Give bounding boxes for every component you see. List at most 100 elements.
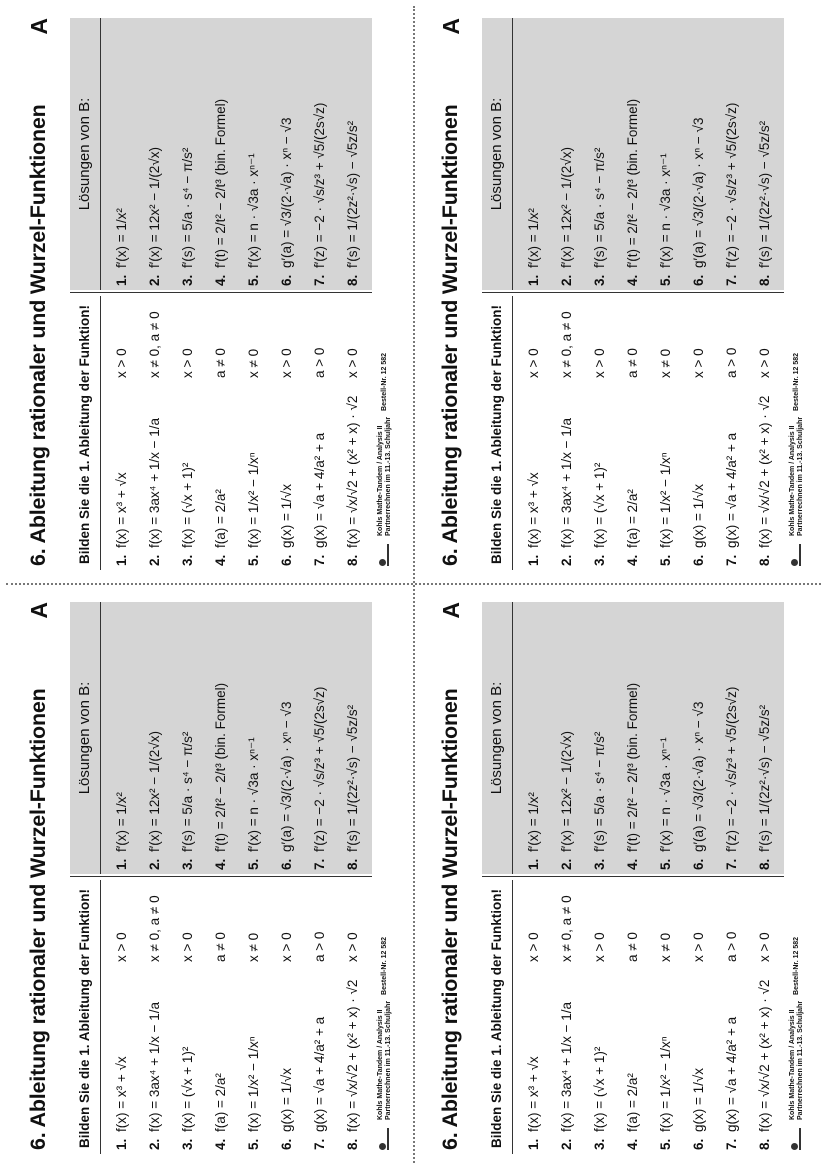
publisher-logo-icon — [379, 1128, 391, 1150]
solution-number: 8. — [757, 274, 772, 286]
exercise-function: f(x) = 3ax⁴ + 1/x − 1/a — [559, 1002, 574, 1132]
solution-row: 7. f′(z) = −2 · √s/z³ + √5/(2s√z) — [715, 602, 748, 874]
solution-row: 8. f′(s) = 1/(2z²·√s) − √5z/s² — [336, 602, 369, 874]
solution-number: 8. — [757, 858, 772, 870]
solution-derivative: f′(x) = n · √3a · xⁿ⁻¹ — [245, 153, 261, 268]
solution-number: 3. — [592, 858, 607, 870]
exercise-row: 5. f(x) = 1/x² − 1/xⁿ x ≠ 0 — [237, 296, 270, 570]
exercise-function: g(x) = 1/√x — [279, 1067, 294, 1132]
publisher-logo-icon — [379, 544, 391, 566]
solution-row: 3. f′(s) = 5/a · s⁴ − π/s² — [583, 18, 616, 290]
exercise-row: 4. f(a) = 2/a² a ≠ 0 — [204, 880, 237, 1154]
worksheet-card-bottom-right: 6. Ableitung rationaler und Wurzel-Funkt… — [428, 598, 812, 1158]
card-footer: Kohls Mathe-Tandem / Analysis II Partner… — [788, 353, 806, 566]
worksheet-card-top-left: 6. Ableitung rationaler und Wurzel-Funkt… — [16, 14, 400, 574]
exercise-row: 2. f(x) = 3ax⁴ + 1/x − 1/a x ≠ 0, a ≠ 0 — [138, 880, 171, 1154]
exercise-number: 7. — [312, 554, 327, 566]
card-variant-badge: A — [26, 602, 52, 619]
card-footer: Kohls Mathe-Tandem / Analysis II Partner… — [788, 937, 806, 1150]
exercise-function: f(x) = 3ax⁴ + 1/x − 1/a — [559, 418, 574, 548]
exercise-domain: x > 0 — [345, 932, 360, 962]
exercise-domain: x > 0 — [279, 348, 294, 378]
solution-derivative: f′(s) = 5/a · s⁴ − π/s² — [592, 731, 607, 852]
solution-row: 1. f′(x) = 1/x² — [105, 18, 138, 290]
solution-row: 1. f′(x) = 1/x² — [105, 602, 138, 874]
solution-number: 8. — [345, 858, 360, 870]
exercise-number: 6. — [279, 1138, 294, 1150]
worksheet-card-bottom-left: 6. Ableitung rationaler und Wurzel-Funkt… — [16, 598, 400, 1158]
solution-derivative: f′(t) = 2/t² − 2/t³ (bin. Formel) — [625, 682, 640, 852]
exercise-row: 8. f(x) = √x/√2 + (x² + x) · √2 x > 0 — [748, 296, 781, 570]
solution-row: 5. f′(x) = n · √3a · xⁿ⁻¹ — [649, 602, 682, 874]
card-variant-badge: A — [438, 18, 464, 35]
exercise-domain: x > 0 — [757, 348, 772, 378]
exercise-function: f(x) = x³ + √x — [114, 1056, 129, 1132]
exercise-domain: x > 0 — [114, 348, 129, 378]
solution-number: 2. — [147, 274, 162, 286]
exercise-row: 4. f(a) = 2/a² a ≠ 0 — [616, 296, 649, 570]
solution-row: 6. g′(a) = √3/(2·√a) · xⁿ − √3 — [270, 602, 303, 874]
exercise-heading: Bilden Sie die 1. Ableitung der Funktion… — [70, 880, 101, 1154]
solution-derivative: f′(z) = −2 · √s/z³ + √5/(2s√z) — [312, 686, 327, 852]
solution-number: 1. — [526, 858, 541, 870]
exercise-domain: a > 0 — [312, 347, 327, 378]
exercise-number: 4. — [625, 1138, 640, 1150]
exercise-function: f(x) = 1/x² − 1/xⁿ — [246, 452, 261, 548]
solution-derivative: f′(x) = 1/x² — [526, 208, 541, 268]
solution-derivative: f′(z) = −2 · √s/z³ + √5/(2s√z) — [724, 686, 739, 852]
exercise-domain: x > 0 — [526, 348, 541, 378]
exercise-number: 6. — [691, 1138, 706, 1150]
exercise-number: 8. — [345, 1138, 360, 1150]
solution-derivative: f′(x) = 12x² − 1/(2√x) — [559, 147, 574, 268]
solution-number: 3. — [180, 274, 195, 286]
exercise-panel: Bilden Sie die 1. Ableitung der Funktion… — [70, 296, 372, 570]
exercise-number: 5. — [658, 554, 673, 566]
solution-number: 7. — [724, 858, 739, 870]
publisher-logo-icon — [791, 1128, 803, 1150]
card-footer: Kohls Mathe-Tandem / Analysis II Partner… — [376, 353, 394, 566]
exercise-function: f(x) = 3ax⁴ + 1/x − 1/a — [147, 1002, 162, 1132]
exercise-function: f(x) = 3ax⁴ + 1/x − 1/a — [147, 418, 162, 548]
exercise-function: g(x) = √a + 4/a² + a — [312, 432, 327, 548]
solution-derivative: f′(t) = 2/t² − 2/t³ (bin. Formel) — [625, 98, 640, 268]
exercise-domain: a ≠ 0 — [213, 932, 228, 962]
solution-derivative: f′(s) = 5/a · s⁴ − π/s² — [592, 147, 607, 268]
solution-heading: Lösungen von B: — [70, 602, 101, 874]
solution-row: 1. f′(x) = 1/x² — [517, 602, 550, 874]
solution-row: 6. g′(a) = √3/(2·√a) · xⁿ − √3 — [682, 602, 715, 874]
solution-derivative: g′(a) = √3/(2·√a) · xⁿ − √3 — [279, 701, 294, 852]
worksheet-card-top-right: 6. Ableitung rationaler und Wurzel-Funkt… — [428, 14, 812, 574]
solution-derivative: f′(x) = n · √3a · xⁿ⁻¹ — [657, 153, 673, 268]
solution-number: 8. — [345, 274, 360, 286]
exercise-number: 2. — [559, 1138, 574, 1150]
exercise-row: 5. f(x) = 1/x² − 1/xⁿ x ≠ 0 — [649, 880, 682, 1154]
exercise-number: 5. — [246, 554, 261, 566]
exercise-function: g(x) = √a + 4/a² + a — [724, 432, 739, 548]
solution-row: 4. f′(t) = 2/t² − 2/t³ (bin. Formel) — [204, 18, 237, 290]
exercise-function: f(x) = √x/√2 + (x² + x) · √2 — [345, 395, 360, 548]
exercise-function: f(x) = (√x + 1)² — [180, 1046, 195, 1132]
solution-number: 7. — [724, 274, 739, 286]
solution-number: 5. — [246, 858, 261, 870]
solution-row: 6. g′(a) = √3/(2·√a) · xⁿ − √3 — [270, 18, 303, 290]
solution-derivative: f′(x) = n · √3a · xⁿ⁻¹ — [245, 737, 261, 852]
exercise-row: 6. g(x) = 1/√x x > 0 — [270, 880, 303, 1154]
exercise-function: f(x) = 1/x² − 1/xⁿ — [658, 452, 673, 548]
solution-panel: Lösungen von B: 1. f′(x) = 1/x² 2. f′(x) = … — [70, 18, 372, 290]
solution-derivative: f′(s) = 1/(2z²·√s) − √5z/s² — [345, 120, 360, 268]
footer-order-number: Bestell-Nr. 12 582 — [793, 936, 800, 995]
exercise-number: 5. — [658, 1138, 673, 1150]
solution-row: 8. f′(s) = 1/(2z²·√s) − √5z/s² — [748, 18, 781, 290]
solution-row: 7. f′(z) = −2 · √s/z³ + √5/(2s√z) — [303, 18, 336, 290]
exercise-domain: a > 0 — [724, 347, 739, 378]
exercise-number: 3. — [592, 554, 607, 566]
exercise-row: 5. f(x) = 1/x² − 1/xⁿ x ≠ 0 — [237, 880, 270, 1154]
solution-number: 7. — [312, 274, 327, 286]
exercise-number: 7. — [724, 1138, 739, 1150]
solution-number: 3. — [180, 858, 195, 870]
exercise-row: 6. g(x) = 1/√x x > 0 — [682, 880, 715, 1154]
footer-subtitle: Partnerrechnen im 11.-13. Schuljahr — [797, 416, 804, 536]
exercise-row: 1. f(x) = x³ + √x x > 0 — [105, 880, 138, 1154]
solution-panel: Lösungen von B: 1. f′(x) = 1/x² 2. f′(x) = … — [482, 602, 784, 874]
exercise-row: 1. f(x) = x³ + √x x > 0 — [517, 880, 550, 1154]
